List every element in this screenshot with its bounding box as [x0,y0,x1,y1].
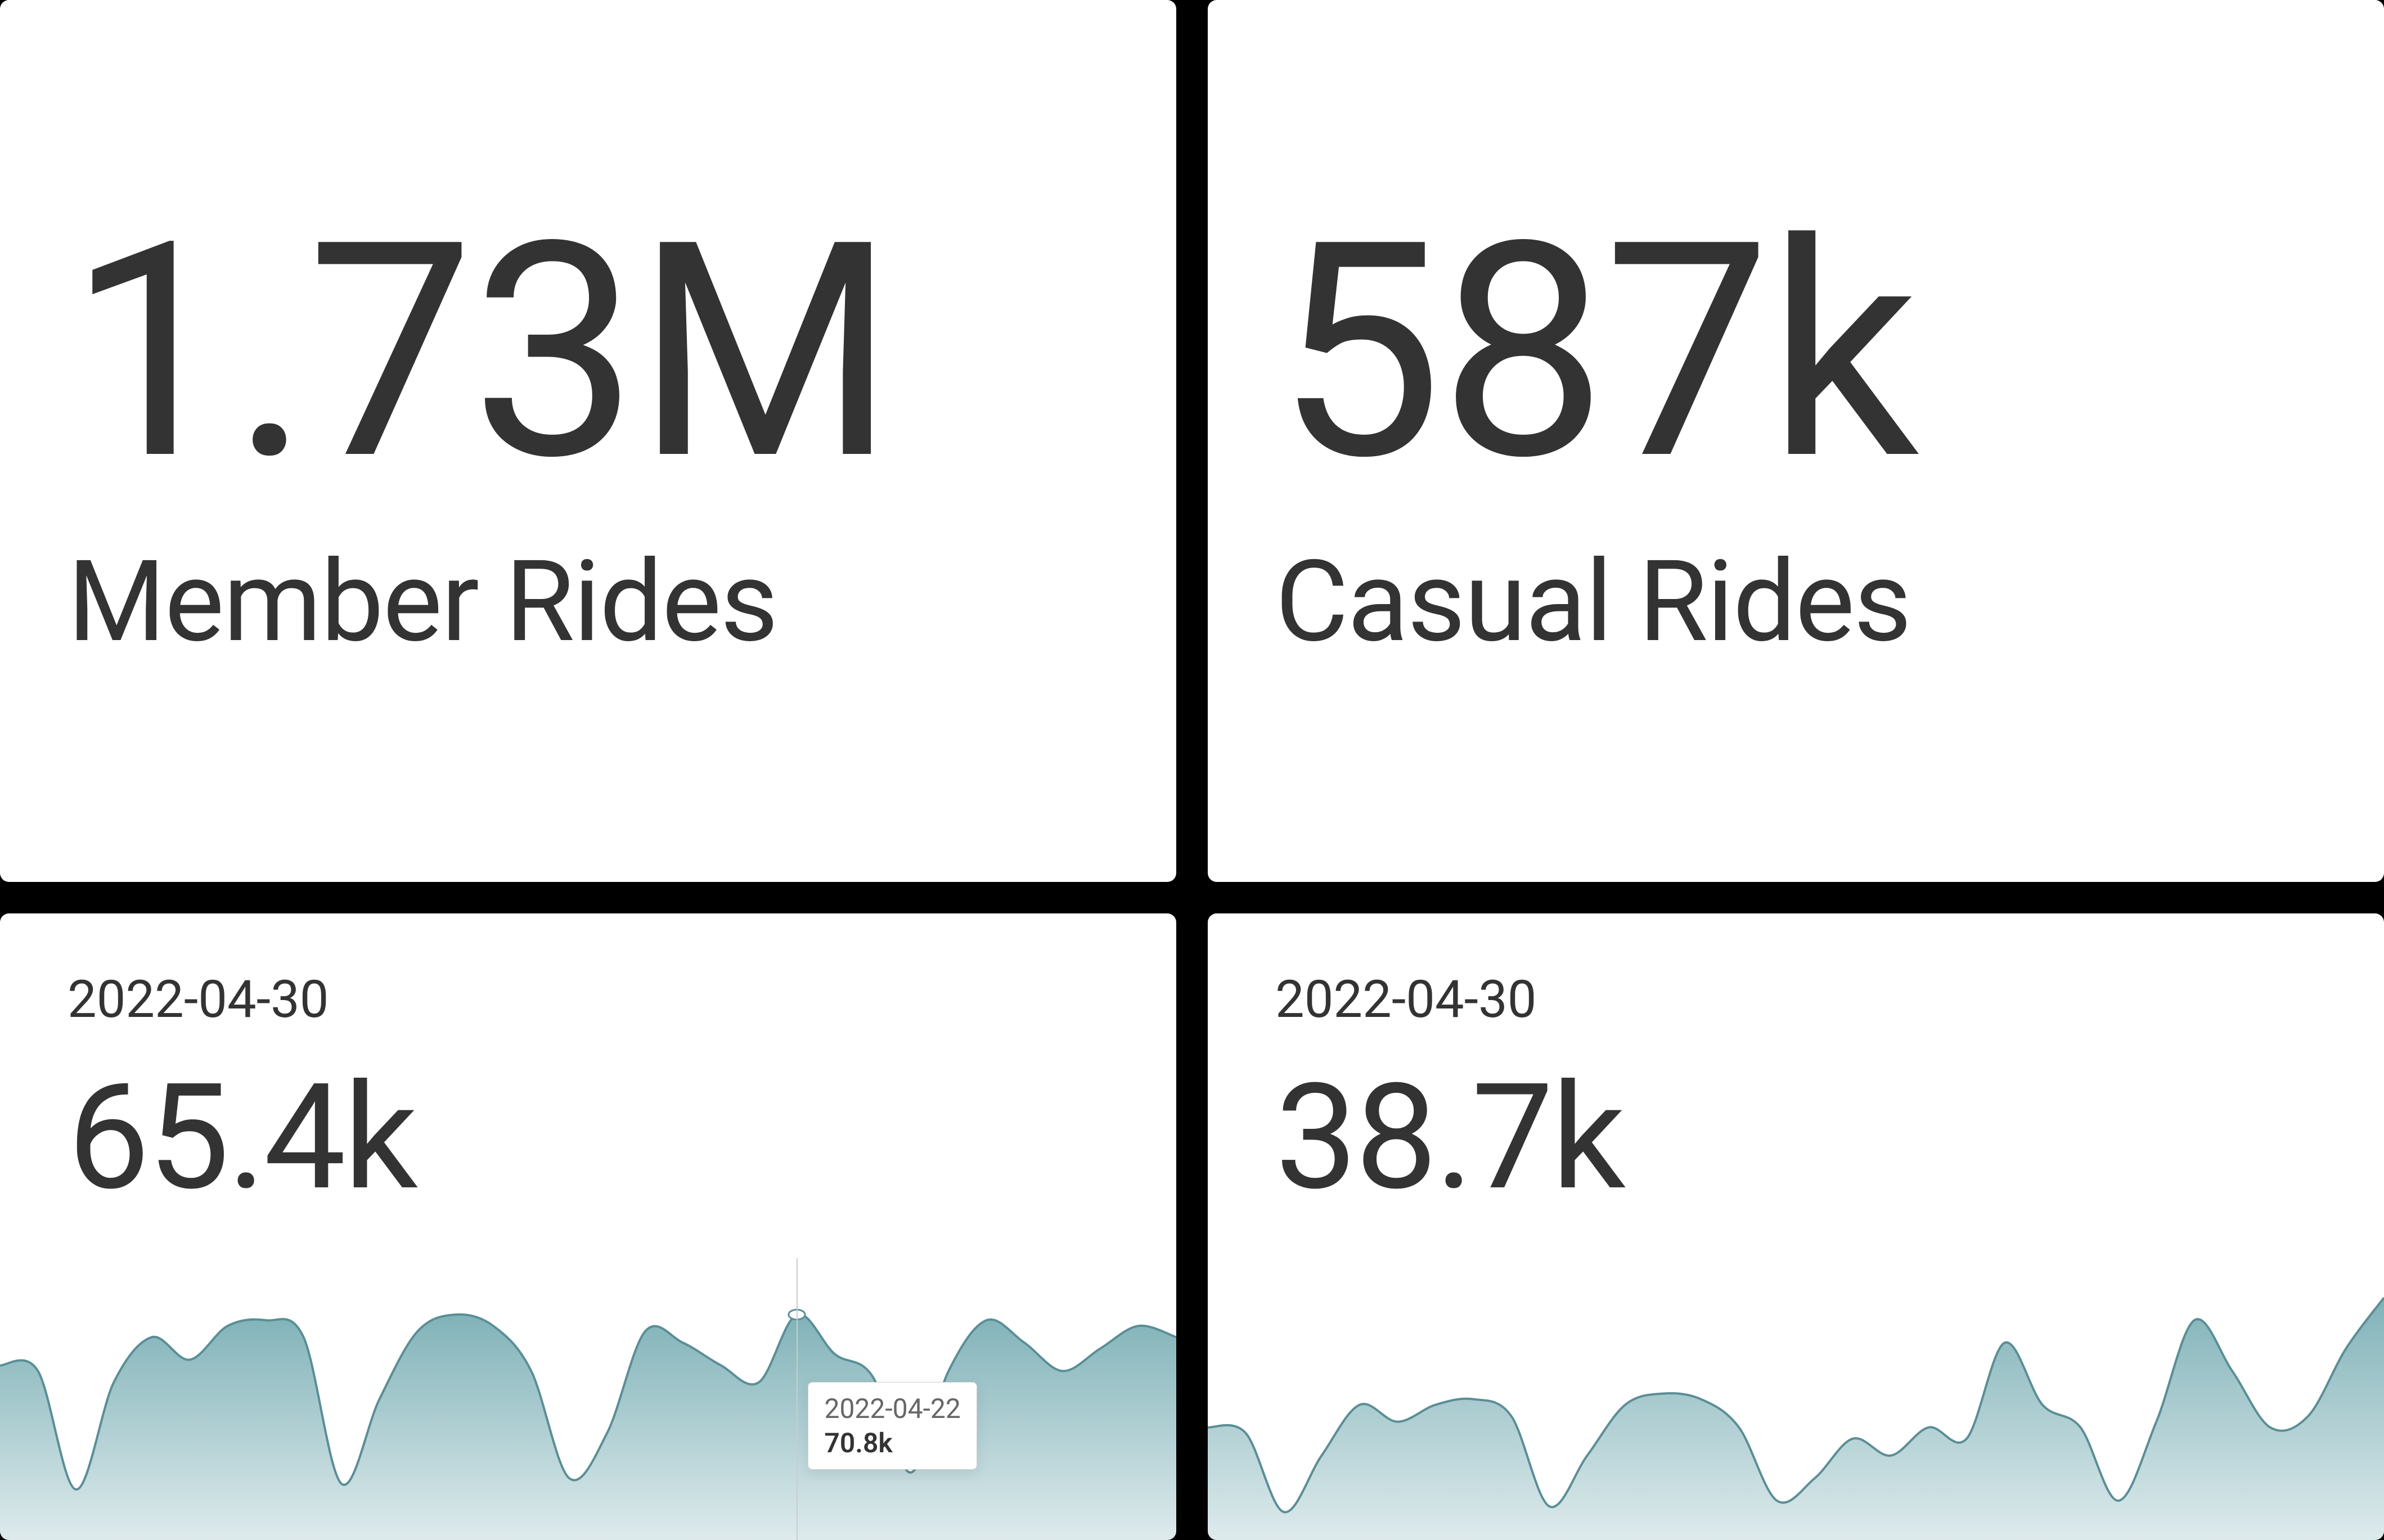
casual-rides-card: 587k Casual Rides [1208,0,2384,882]
member-sparkline-container[interactable]: 2022-04-22 70.8k [0,1258,1176,1540]
hover-line [797,1258,798,1540]
member-trend-date: 2022-04-30 [0,970,1176,1030]
casual-rides-value: 587k [1275,204,2316,502]
dashboard-grid: 1.73M Member Rides 587k Casual Rides 202… [0,0,2384,1540]
member-rides-label: Member Rides [68,535,1109,668]
casual-trend-card: 2022-04-30 38.7k [1208,913,2384,1540]
member-sparkline[interactable] [0,1258,1176,1540]
member-rides-card: 1.73M Member Rides [0,0,1176,882]
member-trend-card: 2022-04-30 65.4k 2022-04-22 70.8k [0,913,1176,1540]
member-trend-value: 65.4k [0,1052,1176,1223]
casual-rides-label: Casual Rides [1275,535,2316,668]
casual-sparkline[interactable] [1208,1258,2384,1540]
casual-sparkline-container[interactable] [1208,1258,2384,1540]
casual-trend-date: 2022-04-30 [1208,970,2384,1030]
casual-trend-value: 38.7k [1208,1052,2384,1223]
member-rides-value: 1.73M [68,204,1109,502]
